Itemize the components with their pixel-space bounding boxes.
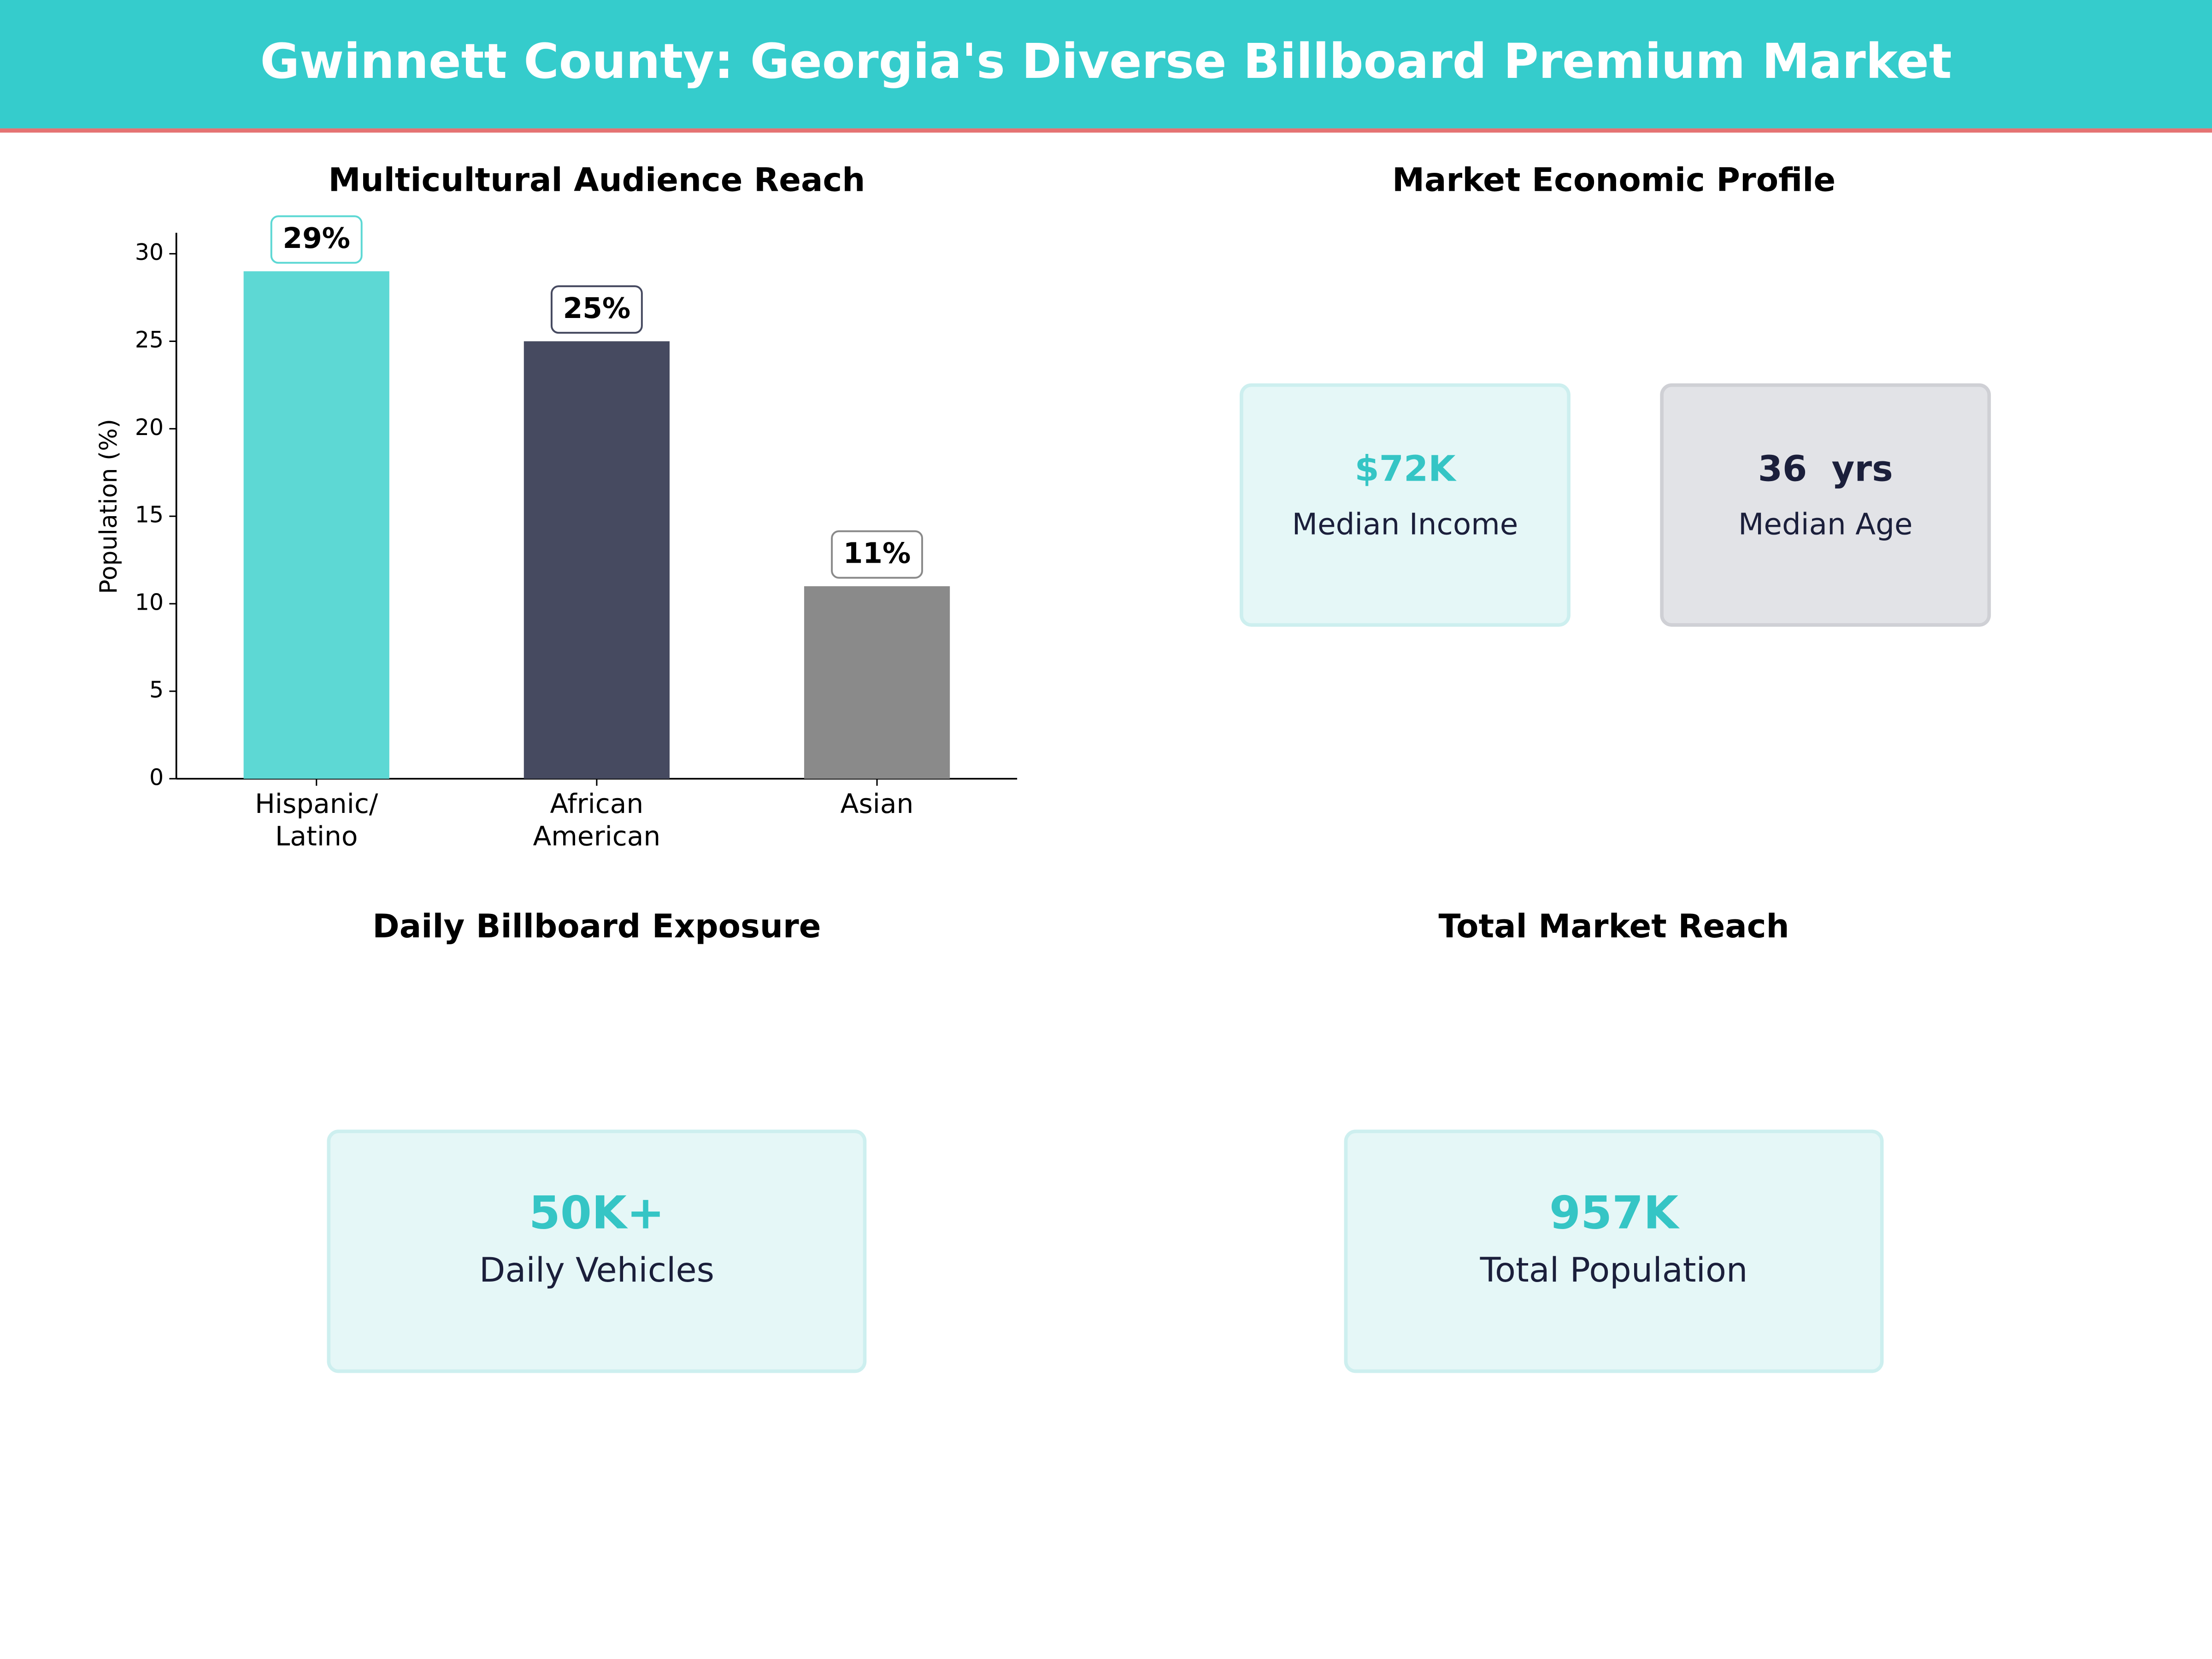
bar: [524, 341, 670, 779]
value-label-box: [270, 215, 363, 264]
kpi-card: [1344, 1130, 1884, 1373]
panel-title: Total Market Reach: [1438, 907, 1789, 945]
kpi-label: Median Age: [1738, 507, 1912, 541]
kpi-label: Daily Vehicles: [479, 1251, 714, 1290]
y-tick-label: 5: [149, 677, 164, 703]
y-tick-label: 0: [149, 764, 164, 790]
page-title: Gwinnett County: Georgia's Diverse Billb…: [260, 33, 1952, 89]
header-band: [0, 0, 2212, 129]
kpi-card: [1240, 383, 1571, 627]
value-label: 29%: [282, 222, 350, 255]
value-label: 11%: [843, 537, 911, 570]
panel-title: Daily Billboard Exposure: [372, 907, 821, 945]
kpi-label: Total Population: [1480, 1251, 1748, 1290]
kpi-value: 957K: [1549, 1187, 1680, 1240]
x-tick-label: Asian: [841, 788, 914, 819]
kpi-value: 50K+: [529, 1187, 665, 1240]
y-tick-label: 10: [135, 589, 164, 616]
value-label-box: [831, 530, 924, 579]
y-tick-label: 20: [135, 414, 164, 441]
kpi-card: [1660, 383, 1991, 627]
panel-title: Market Economic Profile: [1392, 161, 1835, 199]
x-tick-label: African American: [533, 788, 661, 852]
bar: [243, 271, 389, 779]
y-axis-label: Population (%): [95, 419, 123, 594]
value-label-box: [550, 285, 643, 334]
y-tick-label: 15: [135, 502, 164, 528]
value-label: 25%: [563, 292, 631, 325]
bar: [804, 586, 950, 779]
kpi-label: Median Income: [1292, 507, 1518, 541]
x-tick-label: Hispanic/Latino: [255, 788, 378, 852]
kpi-value: 36 yrs: [1758, 448, 1893, 489]
header-rule: [0, 128, 2212, 133]
kpi-card: [327, 1130, 867, 1373]
chart-title: Multicultural Audience Reach: [328, 161, 865, 199]
y-tick-label: 25: [135, 327, 164, 353]
kpi-value: $72K: [1354, 448, 1457, 489]
y-tick-label: 30: [135, 239, 164, 265]
